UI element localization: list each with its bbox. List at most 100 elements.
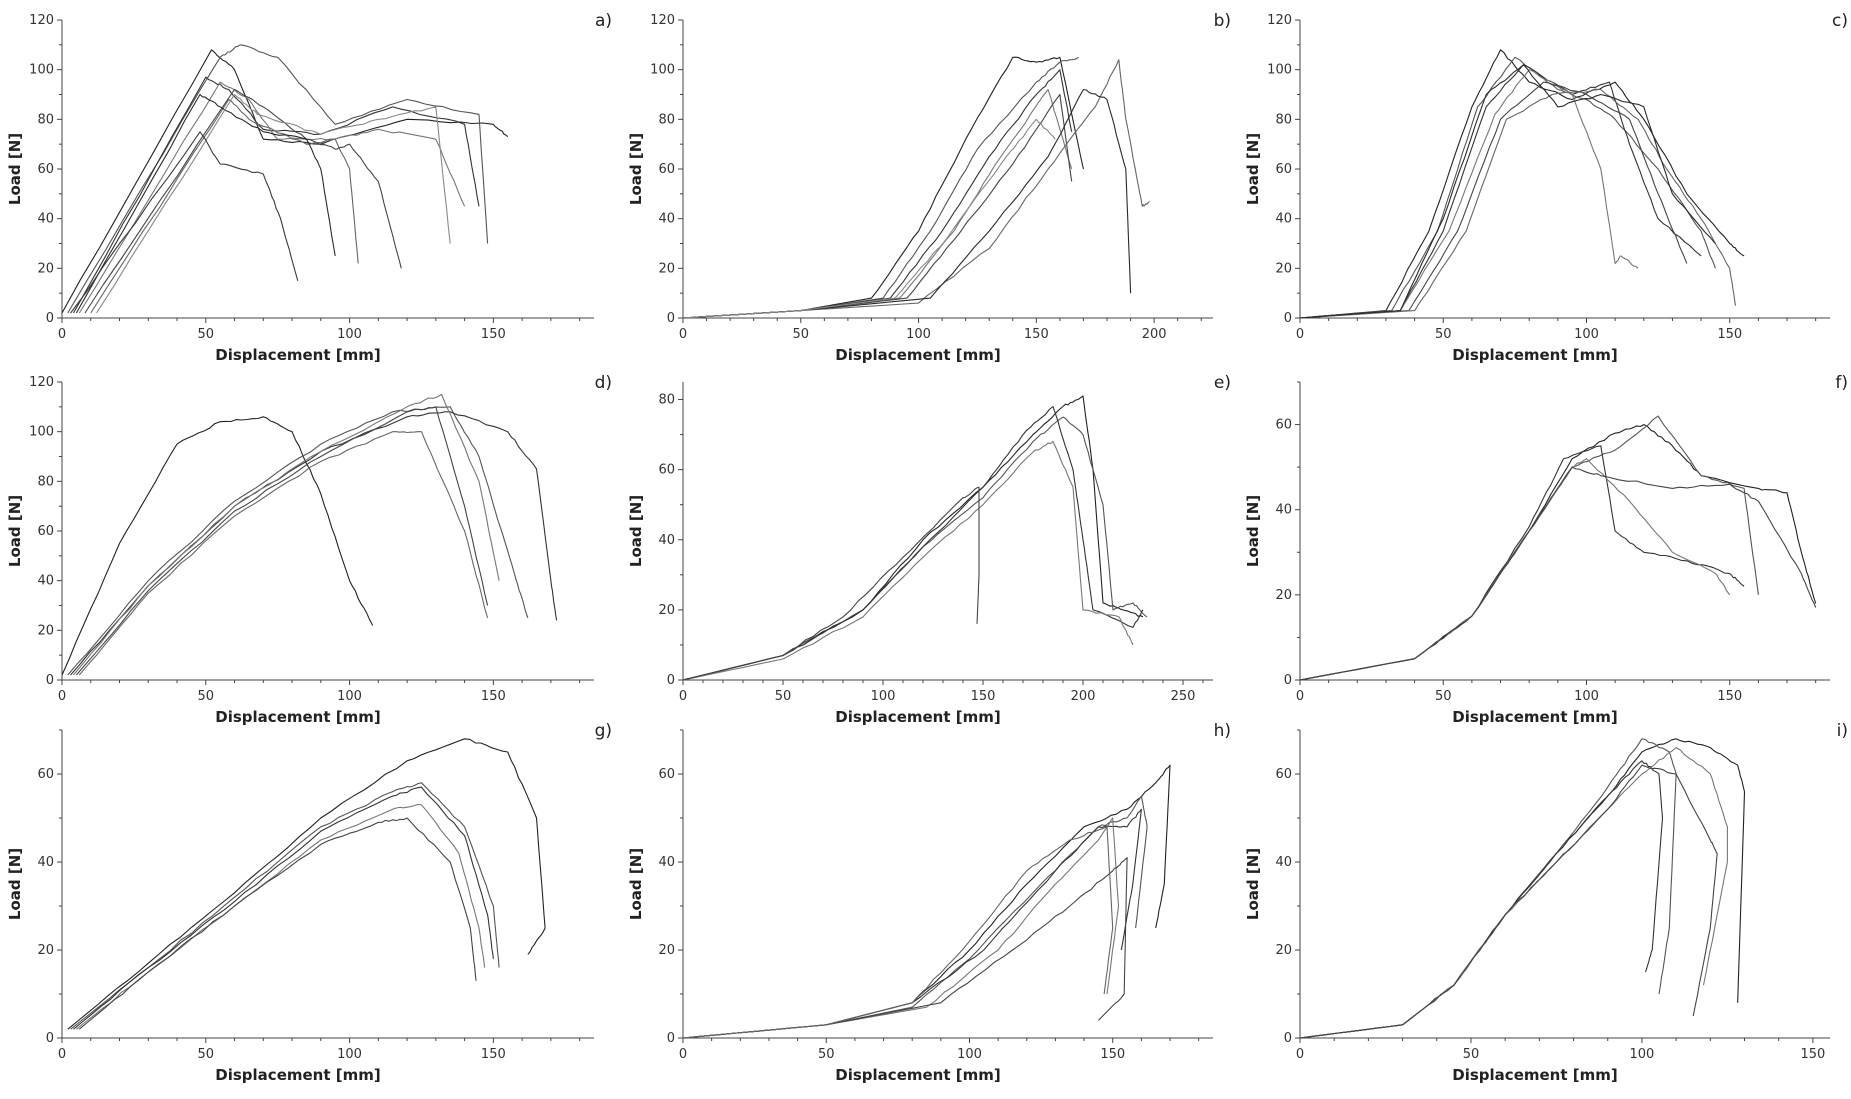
x-tick-label: 0: [58, 1047, 66, 1062]
series-line-c7: [1300, 64, 1716, 318]
series-line-c3: [1300, 64, 1702, 318]
y-tick-label: 100: [650, 63, 675, 78]
series-line-e5: [683, 486, 980, 680]
x-axis-title: Displacement [mm]: [215, 708, 380, 726]
y-tick-label: 120: [650, 13, 675, 28]
y-axis-title: Load [N]: [1244, 495, 1262, 567]
x-tick-label: 150: [481, 689, 506, 704]
y-tick-label: 100: [29, 63, 54, 78]
series-line-d5: [75, 406, 489, 676]
x-tick-label: 150: [1717, 689, 1742, 704]
y-tick-label: 0: [1284, 673, 1292, 688]
y-tick-label: 0: [667, 1031, 675, 1046]
panel-b: 0 20 40 60 80 100 120 0 50 100 150 200 Displacement …: [627, 11, 1231, 364]
series-line-a6: [90, 98, 359, 314]
x-tick-label: 50: [818, 1047, 835, 1062]
series-line-b3: [683, 69, 1073, 318]
panel-d: 0 20 40 60 80 100 120 0 50 100 150 Displacement [mm…: [6, 373, 612, 726]
series-line-b7: [683, 88, 1132, 318]
panel-i: 0 20 40 60 0 50 100 150 Displacement [mm] Load [N…: [1244, 721, 1848, 1084]
series-line-d4: [73, 393, 500, 676]
y-tick-label: 20: [658, 603, 675, 618]
x-tick-label: 50: [1435, 327, 1452, 342]
series-line-b6: [683, 59, 1150, 318]
x-tick-label: 50: [198, 1047, 215, 1062]
y-tick-label: 120: [29, 375, 54, 390]
series-line-h4: [683, 817, 1120, 1038]
x-tick-label: 50: [198, 327, 215, 342]
x-tick-label: 0: [1296, 689, 1304, 704]
series-line-i1: [1300, 738, 1746, 1038]
series-line-h3: [683, 808, 1142, 1038]
y-tick-label: 60: [37, 524, 54, 539]
series-line-g2: [70, 782, 500, 1030]
x-tick-label: 200: [1142, 327, 1167, 342]
series-line-h2: [683, 795, 1148, 1038]
x-tick-label: 50: [1435, 689, 1452, 704]
series-line-g5: [78, 817, 477, 1030]
y-axis-title: Load [N]: [6, 495, 24, 567]
x-tick-label: 150: [1800, 1047, 1825, 1062]
series-line-b1: [683, 56, 1084, 318]
x-tick-label: 100: [337, 689, 362, 704]
y-axis-title: Load [N]: [1244, 848, 1262, 920]
y-axis-title: Load [N]: [6, 848, 24, 920]
series-line-h5: [683, 857, 1128, 1038]
panel-letter: h): [1214, 721, 1231, 741]
y-tick-label: 0: [46, 311, 54, 326]
y-tick-label: 60: [1275, 418, 1292, 433]
x-tick-label: 100: [337, 327, 362, 342]
y-tick-label: 40: [37, 574, 54, 589]
series-line-a9: [70, 131, 299, 314]
series-line-d1: [62, 416, 374, 676]
series-line-h1: [683, 764, 1171, 1038]
y-tick-label: 20: [37, 261, 54, 276]
x-tick-label: 100: [871, 689, 896, 704]
series-line-e1: [683, 395, 1144, 680]
x-tick-label: 150: [1717, 327, 1742, 342]
x-tick-label: 100: [1574, 327, 1599, 342]
x-tick-label: 100: [906, 327, 931, 342]
x-axis-title: Displacement [mm]: [835, 708, 1000, 726]
x-tick-label: 250: [1171, 689, 1196, 704]
panel-letter: d): [595, 373, 612, 393]
y-tick-label: 40: [1275, 212, 1292, 227]
y-tick-label: 20: [1275, 943, 1292, 958]
x-axis-title: Displacement [mm]: [1452, 1066, 1617, 1084]
y-tick-label: 40: [1275, 855, 1292, 870]
y-tick-label: 80: [1275, 112, 1292, 127]
x-tick-label: 150: [481, 1047, 506, 1062]
y-tick-label: 20: [658, 261, 675, 276]
series-line-a3: [73, 76, 480, 314]
y-tick-label: 0: [1284, 1031, 1292, 1046]
y-tick-label: 20: [658, 943, 675, 958]
series-line-g1: [67, 738, 546, 1030]
series-line-g4: [76, 803, 486, 1030]
series-line-e4: [683, 441, 1134, 680]
panel-letter: c): [1832, 11, 1848, 31]
panel-letter: b): [1214, 11, 1231, 31]
y-tick-label: 60: [1275, 162, 1292, 177]
panel-h: 0 20 40 60 0 50 100 150 Displacement [mm] Load [N…: [627, 721, 1231, 1084]
x-tick-label: 100: [337, 1047, 362, 1062]
panel-g: 0 20 40 60 0 50 100 150 Displacement [mm] Load [N…: [6, 721, 612, 1084]
panel-letter: a): [595, 11, 612, 31]
y-tick-label: 100: [1267, 63, 1292, 78]
series-line-b5: [683, 93, 1073, 318]
series-line-a2: [67, 44, 489, 314]
x-tick-label: 0: [1296, 1047, 1304, 1062]
y-tick-label: 80: [37, 112, 54, 127]
y-tick-label: 120: [29, 13, 54, 28]
y-tick-label: 40: [37, 212, 54, 227]
x-tick-label: 50: [198, 689, 215, 704]
panel-a: 0 20 40 60 80 100 120 0 50 100 150 Displacement [mm…: [6, 11, 612, 364]
x-axis-title: Displacement [mm]: [215, 346, 380, 364]
series-line-a7: [75, 93, 336, 314]
y-tick-label: 120: [1267, 13, 1292, 28]
x-tick-label: 100: [957, 1047, 982, 1062]
series-line-a8: [96, 93, 451, 314]
series-line-f3: [1300, 445, 1745, 680]
y-tick-label: 20: [1275, 588, 1292, 603]
x-tick-label: 100: [1630, 1047, 1655, 1062]
series-line-i3: [1300, 760, 1664, 1038]
